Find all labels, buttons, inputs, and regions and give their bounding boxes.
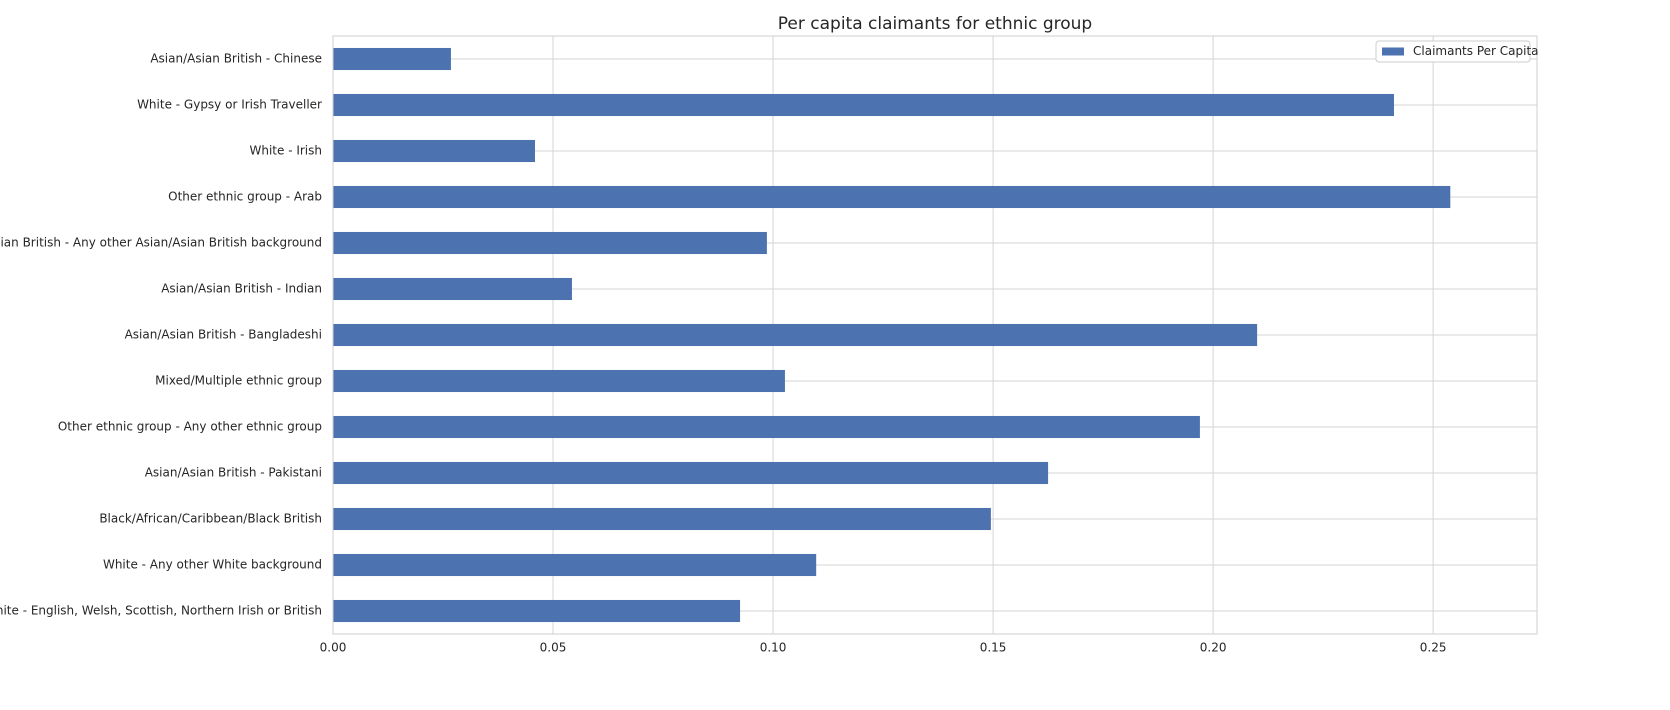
bar bbox=[333, 231, 767, 255]
plot-frame bbox=[332, 35, 1538, 635]
bar bbox=[333, 139, 535, 163]
bar bbox=[333, 185, 1451, 209]
y-tick-label: Other ethnic group - Arab bbox=[168, 190, 322, 204]
y-tick-label: Asian/Asian British - Indian bbox=[161, 282, 322, 296]
chart-title: Per capita claimants for ethnic group bbox=[778, 14, 1092, 34]
y-tick-label: Black/African/Caribbean/Black British bbox=[99, 512, 322, 526]
bar bbox=[333, 369, 785, 393]
y-tick-label: Asian/Asian British - Any other Asian/As… bbox=[0, 236, 322, 250]
y-tick-label: Asian/Asian British - Bangladeshi bbox=[125, 328, 322, 342]
bar bbox=[333, 47, 451, 71]
y-tick-label: White - English, Welsh, Scottish, Northe… bbox=[0, 604, 322, 618]
bar bbox=[333, 461, 1049, 485]
x-tick-label: 0.05 bbox=[540, 641, 567, 655]
y-tick-label: Mixed/Multiple ethnic group bbox=[155, 374, 322, 388]
y-tick-label: White - Any other White background bbox=[103, 558, 322, 572]
bar bbox=[333, 277, 572, 301]
bar bbox=[333, 415, 1200, 439]
y-tick-label: Asian/Asian British - Chinese bbox=[150, 52, 322, 66]
x-tick-label: 0.15 bbox=[980, 641, 1007, 655]
x-tick-label: 0.00 bbox=[320, 641, 347, 655]
legend-box bbox=[1375, 40, 1531, 63]
y-tick-label: Asian/Asian British - Pakistani bbox=[145, 466, 322, 480]
bar bbox=[333, 507, 991, 531]
legend-label: Claimants Per Capita bbox=[1413, 44, 1539, 58]
x-tick-label: 0.10 bbox=[760, 641, 787, 655]
legend-swatch bbox=[1382, 47, 1404, 56]
bar bbox=[333, 599, 741, 623]
x-tick-label: 0.25 bbox=[1420, 641, 1447, 655]
bar bbox=[333, 323, 1258, 347]
y-tick-label: White - Irish bbox=[249, 144, 322, 158]
y-tick-label: White - Gypsy or Irish Traveller bbox=[137, 98, 322, 112]
bar bbox=[333, 93, 1394, 117]
x-tick-label: 0.20 bbox=[1200, 641, 1227, 655]
y-tick-label: Other ethnic group - Any other ethnic gr… bbox=[58, 420, 322, 434]
bar bbox=[333, 553, 817, 577]
